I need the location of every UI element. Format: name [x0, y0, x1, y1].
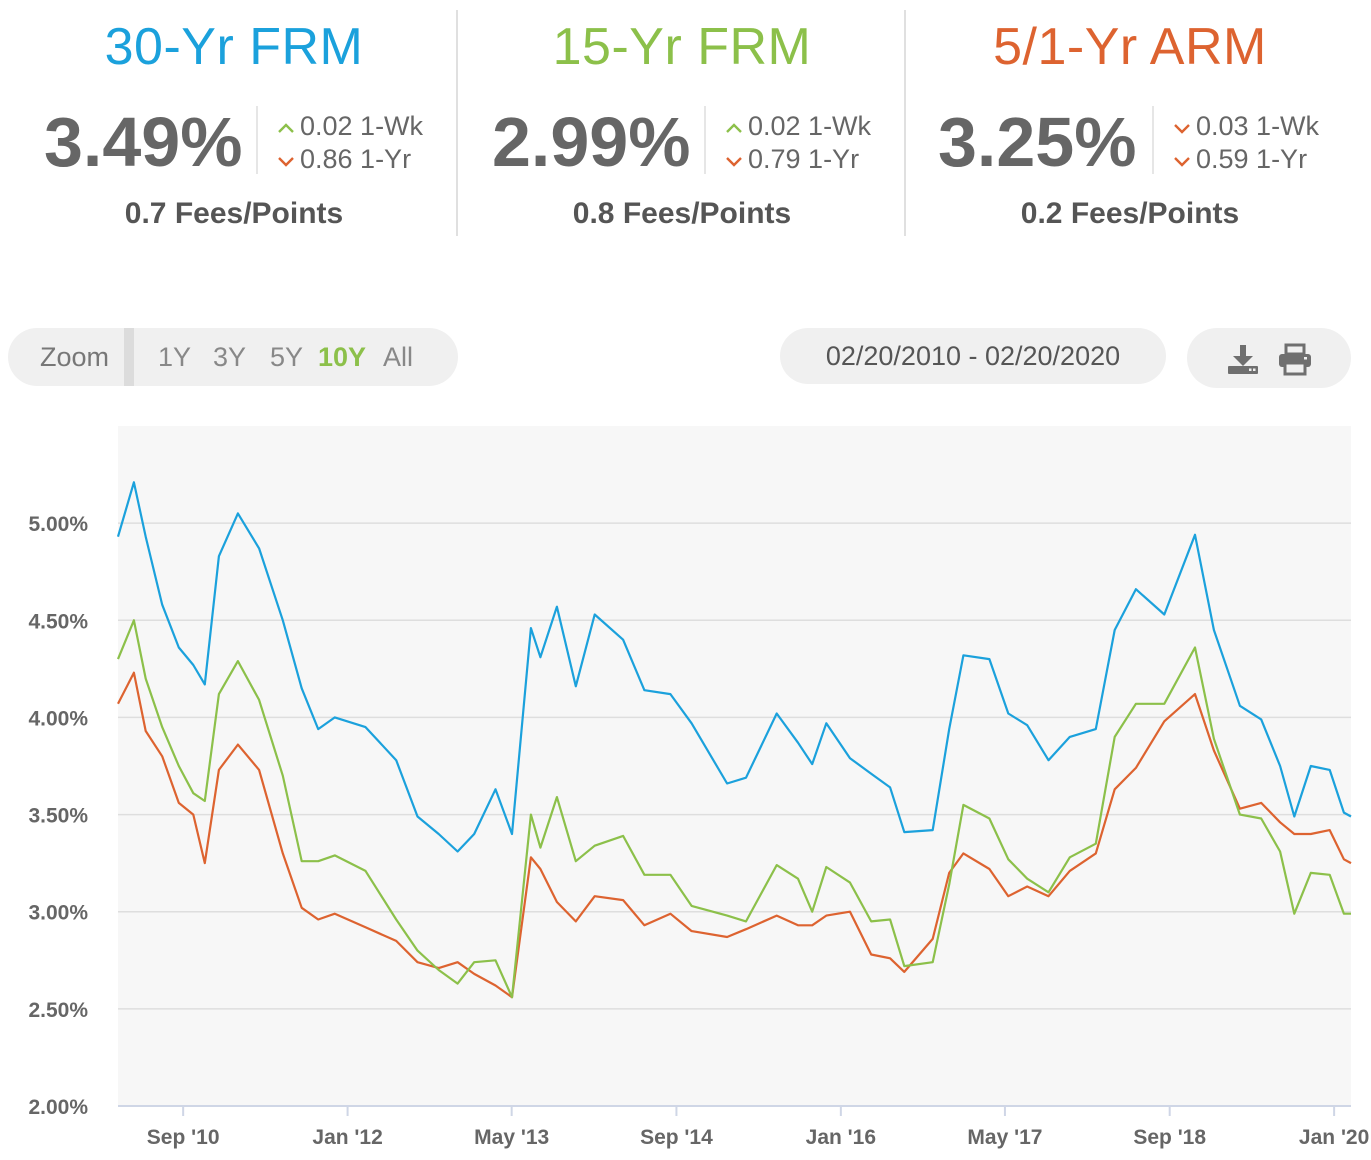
- stat-15yr: 15-Yr FRM 2.99% 0.02 1-Wk 0.79 1-Yr 0.8 …: [458, 0, 906, 240]
- date-range-picker[interactable]: 02/20/2010 - 02/20/2020: [780, 328, 1166, 384]
- download-icon[interactable]: [1225, 342, 1261, 376]
- fees-points: 0.8 Fees/Points: [572, 197, 792, 230]
- chevron-down-icon: [1174, 124, 1190, 134]
- rate-value: 3.49%: [44, 103, 243, 181]
- chart-tools: [1187, 328, 1351, 388]
- chevron-down-icon: [278, 157, 294, 167]
- x-tick-label: Jan '12: [312, 1126, 382, 1149]
- print-icon[interactable]: [1277, 342, 1313, 376]
- weekly-change: 0.03 1-Wk: [1170, 110, 1319, 142]
- yearly-change: 0.86 1-Yr: [274, 143, 411, 175]
- weekly-change-text: 0.02 1-Wk: [748, 111, 872, 141]
- rate-history-chart: 2.00% 2.50% 3.00% 3.50% 4.00% 4.50% 5.00% Sep '…: [28, 426, 1369, 1149]
- y-tick-label: 4.00%: [28, 707, 88, 730]
- weekly-change: 0.02 1-Wk: [274, 110, 423, 142]
- series-line-arm51: [117, 671, 1352, 999]
- weekly-change-text: 0.02 1-Wk: [300, 111, 424, 141]
- zoom-1y-button[interactable]: 1Y: [158, 342, 192, 372]
- yearly-change: 0.79 1-Yr: [722, 143, 859, 175]
- x-tick-label: Jan '20: [1299, 1126, 1369, 1149]
- stat-title: 5/1-Yr ARM: [993, 18, 1267, 76]
- yearly-change-text: 0.79 1-Yr: [748, 144, 860, 174]
- weekly-change-text: 0.03 1-Wk: [1196, 111, 1320, 141]
- zoom-divider: [124, 328, 134, 386]
- x-tick-label: Sep '18: [1133, 1126, 1206, 1149]
- x-tick-label: May '13: [474, 1126, 549, 1149]
- x-tick-label: Jan '16: [806, 1126, 876, 1149]
- zoom-3y-button[interactable]: 3Y: [213, 342, 247, 372]
- y-tick-label: 5.00%: [28, 513, 88, 536]
- rate-summary: 30-Yr FRM 3.49% 0.02 1-Wk 0.86 1-Yr 0.7 …: [0, 0, 1371, 250]
- plot-background: [118, 426, 1351, 1106]
- zoom-all-button[interactable]: All: [383, 342, 414, 372]
- series-line-frm15: [116, 619, 1351, 999]
- zoom-10y-button[interactable]: 10Y: [318, 342, 367, 372]
- chevron-down-icon: [1174, 157, 1190, 167]
- zoom-control: Zoom 1Y 3Y 5Y 10Y All: [8, 328, 458, 386]
- y-tick-label: 2.50%: [28, 999, 88, 1022]
- stat-divider: [456, 10, 458, 236]
- y-tick-label: 3.00%: [28, 902, 88, 925]
- x-tick-label: Sep '14: [640, 1126, 713, 1149]
- yearly-change-text: 0.86 1-Yr: [300, 144, 412, 174]
- stat-divider: [904, 10, 906, 236]
- series-line-frm30: [116, 481, 1352, 853]
- y-tick-label: 4.50%: [28, 610, 88, 633]
- zoom-label: Zoom: [40, 342, 110, 372]
- x-tick-label: May '17: [967, 1126, 1042, 1149]
- fees-points: 0.7 Fees/Points: [124, 197, 344, 230]
- chevron-down-icon: [726, 157, 742, 167]
- yearly-change: 0.59 1-Yr: [1170, 143, 1307, 175]
- rate-value: 2.99%: [492, 103, 691, 181]
- vertical-divider: [256, 106, 258, 174]
- fees-points: 0.2 Fees/Points: [1020, 197, 1240, 230]
- y-tick-label: 3.50%: [28, 805, 88, 828]
- yearly-change-text: 0.59 1-Yr: [1196, 144, 1308, 174]
- vertical-divider: [704, 106, 706, 174]
- zoom-5y-button[interactable]: 5Y: [270, 342, 304, 372]
- y-tick-label: 2.00%: [28, 1096, 88, 1119]
- stat-title: 15-Yr FRM: [552, 18, 812, 76]
- chevron-up-icon: [726, 123, 742, 133]
- weekly-change: 0.02 1-Wk: [722, 110, 871, 142]
- stat-30yr: 30-Yr FRM 3.49% 0.02 1-Wk 0.86 1-Yr 0.7 …: [10, 0, 458, 240]
- rate-value: 3.25%: [938, 103, 1137, 181]
- stat-arm: 5/1-Yr ARM 3.25% 0.03 1-Wk 0.59 1-Yr 0.2…: [906, 0, 1354, 240]
- chevron-up-icon: [278, 123, 294, 133]
- x-tick-label: Sep '10: [147, 1126, 220, 1149]
- vertical-divider: [1152, 106, 1154, 174]
- stat-title: 30-Yr FRM: [104, 18, 364, 76]
